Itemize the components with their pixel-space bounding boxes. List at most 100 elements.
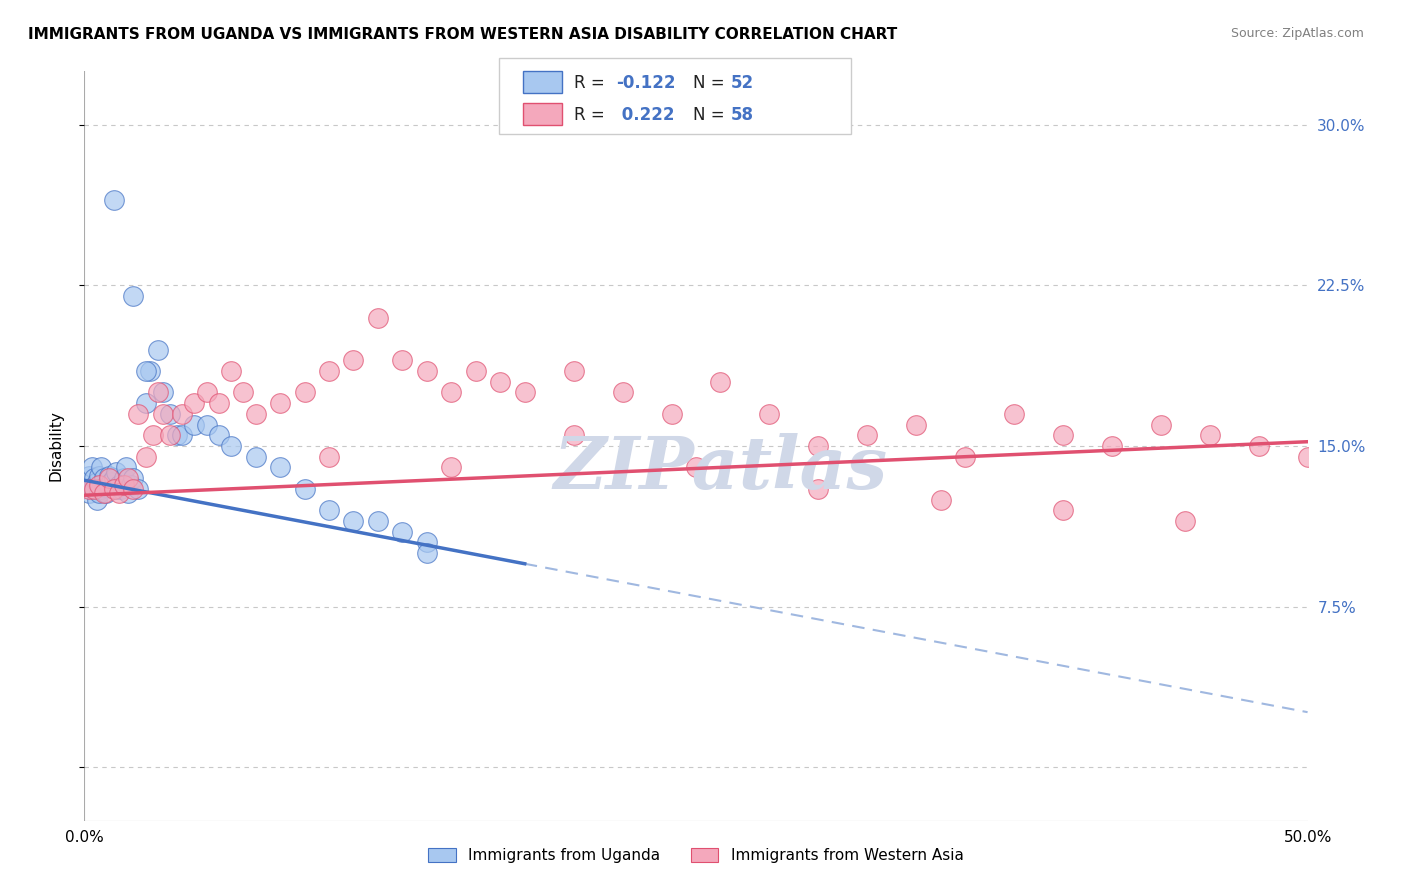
Point xyxy=(112,477,135,491)
Text: R =: R = xyxy=(574,73,610,92)
Point xyxy=(120,477,142,491)
Point xyxy=(367,514,389,528)
Point xyxy=(416,535,439,549)
Point xyxy=(146,385,169,400)
Point xyxy=(440,385,463,400)
Text: -0.122: -0.122 xyxy=(616,73,675,92)
Point xyxy=(139,364,162,378)
Point xyxy=(219,364,242,378)
Point xyxy=(183,396,205,410)
Point xyxy=(166,428,188,442)
Point xyxy=(103,471,125,485)
Text: 52: 52 xyxy=(731,73,754,92)
Point xyxy=(172,407,194,421)
Point xyxy=(416,364,439,378)
Point xyxy=(1296,450,1319,464)
Point xyxy=(90,482,112,496)
Point xyxy=(100,475,122,490)
Point xyxy=(127,407,149,421)
Point xyxy=(103,482,125,496)
Point xyxy=(97,471,120,485)
Point xyxy=(86,475,108,490)
Point xyxy=(117,486,139,500)
Point xyxy=(93,471,115,485)
Point xyxy=(97,469,120,483)
Text: ZIPatlas: ZIPatlas xyxy=(554,433,887,504)
Point xyxy=(152,385,174,400)
Point xyxy=(195,417,218,432)
Point xyxy=(96,486,118,500)
Point xyxy=(115,460,138,475)
Point xyxy=(117,471,139,485)
Point xyxy=(183,417,205,432)
Point xyxy=(464,364,486,378)
Point xyxy=(83,482,105,496)
Point xyxy=(105,465,128,479)
Point xyxy=(107,477,129,491)
Point xyxy=(489,375,512,389)
Point xyxy=(107,486,129,500)
Point xyxy=(709,375,731,389)
Point xyxy=(159,428,181,442)
Point xyxy=(269,460,291,475)
Point xyxy=(294,385,316,400)
Point xyxy=(232,385,254,400)
Point xyxy=(905,417,928,432)
Text: N =: N = xyxy=(693,73,730,92)
Point xyxy=(172,428,194,442)
Point xyxy=(1052,428,1074,442)
Point xyxy=(391,524,413,539)
Point xyxy=(1052,503,1074,517)
Point xyxy=(83,482,105,496)
Text: IMMIGRANTS FROM UGANDA VS IMMIGRANTS FROM WESTERN ASIA DISABILITY CORRELATION CH: IMMIGRANTS FROM UGANDA VS IMMIGRANTS FRO… xyxy=(28,27,897,42)
Point xyxy=(97,477,120,491)
Point xyxy=(112,471,135,485)
Point xyxy=(208,428,231,442)
Point xyxy=(391,353,413,368)
Point xyxy=(1247,439,1270,453)
Point xyxy=(159,407,181,421)
Point xyxy=(807,439,830,453)
Point xyxy=(245,450,267,464)
Point xyxy=(87,469,110,483)
Text: Source: ZipAtlas.com: Source: ZipAtlas.com xyxy=(1230,27,1364,40)
Point xyxy=(1002,407,1025,421)
Point xyxy=(110,482,132,496)
Point xyxy=(1101,439,1123,453)
Point xyxy=(135,396,157,410)
Point xyxy=(77,486,100,500)
Point xyxy=(661,407,683,421)
Point xyxy=(245,407,267,421)
Point xyxy=(195,385,218,400)
Point xyxy=(77,482,100,496)
Point xyxy=(513,385,536,400)
Point xyxy=(142,428,165,442)
Point xyxy=(318,503,340,517)
Point xyxy=(953,450,976,464)
Point xyxy=(152,407,174,421)
Point xyxy=(135,450,157,464)
Point xyxy=(342,514,364,528)
Point xyxy=(1198,428,1220,442)
Point xyxy=(685,460,707,475)
Point xyxy=(83,471,105,485)
Point xyxy=(856,428,879,442)
Point xyxy=(1174,514,1197,528)
Point xyxy=(269,396,291,410)
Point xyxy=(807,482,830,496)
Point xyxy=(127,482,149,496)
Point xyxy=(122,482,145,496)
Text: N =: N = xyxy=(693,105,730,124)
Point xyxy=(1150,417,1173,432)
Point xyxy=(929,492,952,507)
Point xyxy=(612,385,634,400)
Text: R =: R = xyxy=(574,105,610,124)
Point xyxy=(440,460,463,475)
Point xyxy=(80,460,103,475)
Point xyxy=(122,289,145,303)
Point xyxy=(146,343,169,357)
Point xyxy=(122,471,145,485)
Text: 0.222: 0.222 xyxy=(616,105,675,124)
Point xyxy=(342,353,364,368)
Point xyxy=(86,492,108,507)
